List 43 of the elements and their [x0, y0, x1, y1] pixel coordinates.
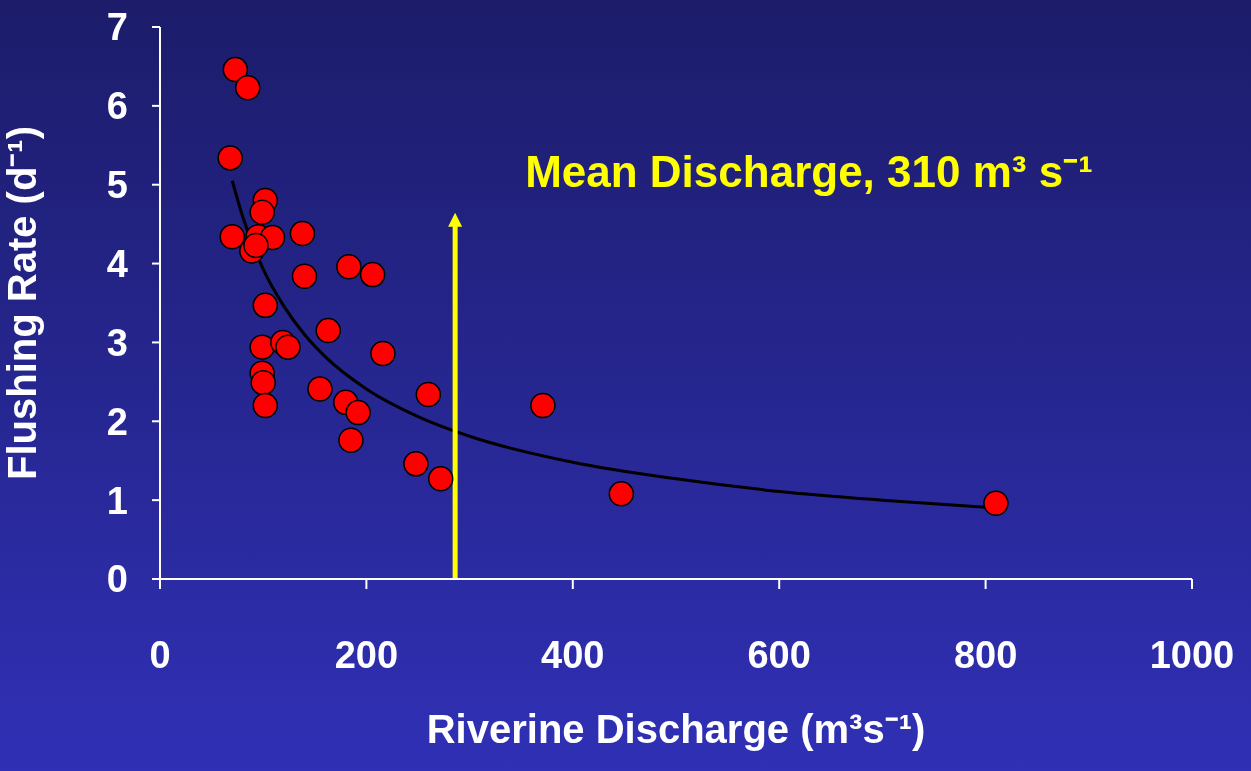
point	[427, 466, 454, 492]
x-tick-label: 800	[953, 633, 1018, 676]
y-tick-label: 1	[106, 479, 128, 522]
point	[250, 369, 276, 396]
x-tick-label: 1000	[1149, 633, 1235, 676]
y-tick-label: 3	[106, 321, 128, 364]
point	[249, 334, 275, 360]
point	[403, 451, 429, 477]
point	[983, 490, 1009, 517]
point	[252, 392, 279, 419]
y-tick-label: 7	[106, 6, 128, 49]
point	[275, 334, 301, 360]
y-axis-title: Flushing Rate (d⁻¹)	[0, 126, 45, 480]
x-axis-title: Riverine Discharge (m³s⁻¹)	[426, 707, 926, 751]
ref-line-label: Mean Discharge, 310 m³ s⁻¹	[525, 146, 1093, 196]
y-tick-label: 6	[106, 85, 128, 128]
point	[219, 224, 245, 250]
point	[222, 56, 249, 83]
y-tick-label: 5	[106, 164, 128, 207]
y-tick-label: 0	[106, 558, 128, 601]
point	[234, 74, 261, 101]
point	[243, 232, 269, 259]
x-tick-label: 400	[541, 633, 605, 676]
x-tick-label: 600	[747, 633, 811, 676]
point	[252, 292, 279, 319]
x-tick-label: 0	[149, 633, 171, 676]
point	[608, 481, 635, 507]
point	[291, 263, 318, 289]
y-tick-label: 4	[106, 243, 128, 286]
point	[249, 199, 275, 226]
point	[370, 340, 396, 367]
point	[307, 376, 333, 402]
point	[530, 392, 556, 419]
point	[289, 220, 316, 247]
point	[217, 145, 243, 171]
point	[359, 261, 386, 288]
point	[415, 381, 442, 408]
y-tick-label: 2	[106, 400, 128, 443]
x-tick-label: 200	[334, 633, 399, 676]
point	[336, 253, 362, 280]
point	[345, 399, 371, 426]
point	[338, 427, 364, 453]
point	[315, 317, 341, 344]
